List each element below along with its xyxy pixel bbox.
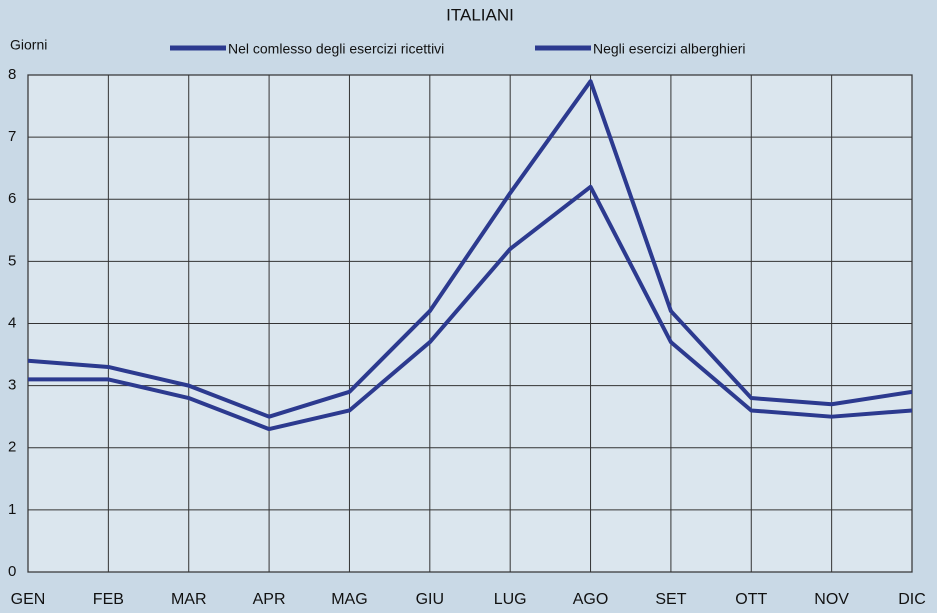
y-tick-label: 8	[8, 66, 16, 83]
y-tick-label: 7	[8, 128, 16, 145]
line-series	[27, 79, 913, 419]
x-tick-label: NOV	[814, 591, 849, 608]
y-axis-label: Giorni	[10, 37, 47, 53]
line-series	[28, 184, 913, 432]
x-tick-label: MAR	[171, 591, 207, 608]
x-tick-label: AGO	[573, 591, 609, 608]
y-tick-label: 3	[8, 377, 16, 394]
x-tick-label: LUG	[494, 591, 527, 608]
x-tick-label: GIU	[416, 591, 444, 608]
y-tick-label: 0	[8, 563, 16, 580]
chart-title: ITALIANI	[446, 5, 514, 24]
legend-label: Negli esercizi alberghieri	[593, 41, 746, 57]
legend-label: Nel comlesso degli esercizi ricettivi	[228, 41, 444, 57]
y-tick-label: 5	[8, 252, 16, 269]
y-tick-label: 1	[8, 501, 16, 518]
x-tick-label: SET	[655, 591, 686, 608]
x-tick-label: GEN	[11, 591, 46, 608]
x-tick-label: DIC	[898, 591, 926, 608]
x-tick-label: OTT	[735, 591, 767, 608]
x-tick-label: MAG	[331, 591, 367, 608]
y-tick-label: 6	[8, 190, 16, 207]
y-tick-label: 4	[8, 314, 16, 331]
y-tick-label: 2	[8, 439, 16, 456]
x-tick-label: APR	[253, 591, 286, 608]
x-tick-label: FEB	[93, 591, 124, 608]
